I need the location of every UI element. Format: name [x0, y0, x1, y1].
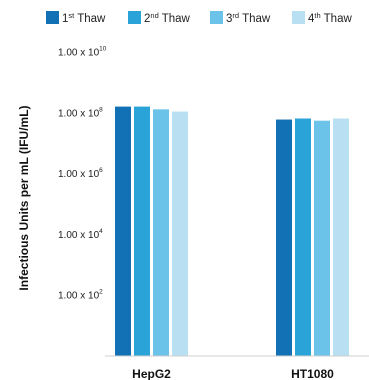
bars — [115, 106, 349, 357]
y-tick-label: 1.00 x 106 — [58, 167, 103, 180]
legend-swatch — [210, 11, 223, 24]
y-tick-label: 1.00 x 1010 — [58, 46, 107, 59]
legend-label: 4th Thaw — [308, 11, 352, 25]
bar-1-hepg2 — [115, 106, 131, 356]
legend-label: 3rd Thaw — [226, 11, 271, 25]
x-axis-categories: HepG2 HT1080 — [132, 367, 334, 380]
bar-4-ht1080 — [333, 118, 349, 357]
legend-swatch — [46, 11, 59, 24]
bar-2-hepg2 — [134, 106, 150, 356]
y-axis-title: Infectious Units per mL (IFU/mL) — [17, 105, 31, 290]
bar-1-ht1080 — [276, 119, 292, 356]
bar-3-hepg2 — [153, 109, 169, 356]
bar-3-ht1080 — [314, 120, 330, 356]
chart-legend: 1st Thaw 2nd Thaw 3rd Thaw 4th Thaw — [46, 11, 352, 25]
y-tick-label: 1.00 x 102 — [58, 289, 103, 302]
bar-4-hepg2 — [172, 111, 188, 357]
category-label: HepG2 — [132, 367, 171, 380]
legend-label: 2nd Thaw — [144, 11, 191, 25]
y-tick-label: 1.00 x 108 — [58, 106, 103, 119]
bar-2-ht1080 — [295, 118, 311, 357]
category-label: HT1080 — [291, 367, 334, 380]
legend-label: 1st Thaw — [62, 11, 106, 25]
legend-swatch — [128, 11, 141, 24]
legend-swatch — [292, 11, 305, 24]
y-tick-label: 1.00 x 104 — [58, 228, 103, 241]
y-axis-ticks: 1.00 x 102 1.00 x 104 1.00 x 106 1.00 x 108… — [58, 46, 107, 302]
